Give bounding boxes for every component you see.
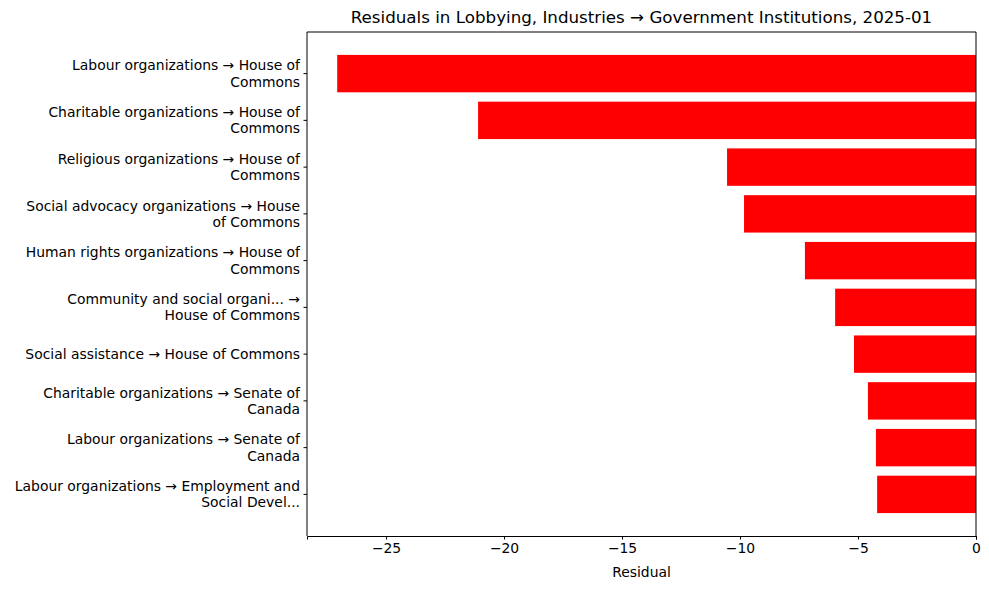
x-tick-label: −25 [372, 540, 401, 556]
y-axis-line [307, 32, 308, 536]
y-tick-label: Community and social organi... →House of… [67, 291, 300, 323]
y-tick-label: Social assistance → House of Commons [25, 346, 300, 362]
frame-top [307, 32, 976, 33]
x-tick: −15 [608, 536, 637, 556]
x-axis: −25 −20 −15 −10 −5 0 [308, 536, 981, 556]
y-tick-mark [304, 260, 308, 261]
x-tick: −25 [372, 536, 401, 556]
bar [835, 289, 976, 326]
y-tick-mark [304, 307, 308, 308]
y-tick-label: Labour organizations → House ofCommons [72, 57, 301, 89]
bar [744, 195, 976, 232]
y-tick-mark [304, 213, 308, 214]
y-axis: Labour organizations → House ofCommons Ch… [15, 32, 307, 536]
x-axis-line [308, 537, 977, 540]
bar [478, 102, 976, 139]
y-tick-label: Charitable organizations → House ofCommo… [48, 104, 301, 136]
bar [868, 382, 976, 419]
y-tick-mark [304, 400, 308, 401]
x-tick: −5 [848, 536, 868, 556]
x-tick-label: 0 [972, 540, 981, 556]
y-tick: Labour organizations → House ofCommons [72, 57, 307, 89]
y-tick: Human rights organizations → House ofCom… [26, 244, 307, 276]
y-tick-label: Human rights organizations → House ofCom… [26, 244, 301, 276]
title: Residuals in Lobbying, Industries → Gove… [351, 7, 933, 27]
y-tick-label: Labour organizations → Employment andSoc… [15, 478, 300, 510]
x-tick-label: −10 [726, 540, 755, 556]
x-tick: −10 [726, 536, 755, 556]
y-tick-mark [304, 120, 308, 121]
bar [877, 476, 976, 513]
y-tick: Charitable organizations → Senate ofCana… [43, 385, 307, 417]
y-tick: Social advocacy organizations → Houseof … [26, 198, 307, 230]
bar [876, 429, 976, 466]
y-tick: Community and social organi... →House of… [67, 291, 307, 323]
y-tick: Charitable organizations → House ofCommo… [48, 104, 307, 136]
y-tick-mark [304, 494, 308, 495]
y-tick-mark [304, 354, 308, 355]
y-tick: Labour organizations → Employment andSoc… [15, 478, 307, 510]
y-tick-mark [304, 447, 308, 448]
chart: −25 −20 −15 −10 −5 0 Labour organizations → Ho… [0, 0, 989, 590]
y-tick-mark [304, 73, 308, 74]
x-axis-title: Residual [612, 564, 671, 580]
y-tick-label: Religious organizations → House ofCommon… [58, 151, 301, 183]
x-tick: 0 [972, 536, 981, 556]
x-tick-label: −5 [848, 540, 868, 556]
plot: −25 −20 −15 −10 −5 0 Labour organizations → Ho… [15, 32, 981, 556]
y-tick: Religious organizations → House ofCommon… [58, 151, 307, 183]
frame-right [976, 32, 977, 536]
x-tick: −20 [490, 536, 519, 556]
bar [854, 335, 976, 372]
y-tick: Labour organizations → Senate ofCanada [67, 431, 307, 463]
bar [727, 148, 976, 185]
x-tick-label: −20 [490, 540, 519, 556]
y-tick-label: Social advocacy organizations → Houseof … [26, 198, 300, 230]
x-tick-label: −15 [608, 540, 637, 556]
bars [337, 55, 976, 513]
bar [337, 55, 976, 92]
y-tick: Social assistance → House of Commons [25, 346, 307, 362]
y-tick-mark [304, 167, 308, 168]
y-tick-label: Labour organizations → Senate ofCanada [67, 431, 301, 463]
bar [805, 242, 976, 279]
y-tick-label: Charitable organizations → Senate ofCana… [43, 385, 301, 417]
